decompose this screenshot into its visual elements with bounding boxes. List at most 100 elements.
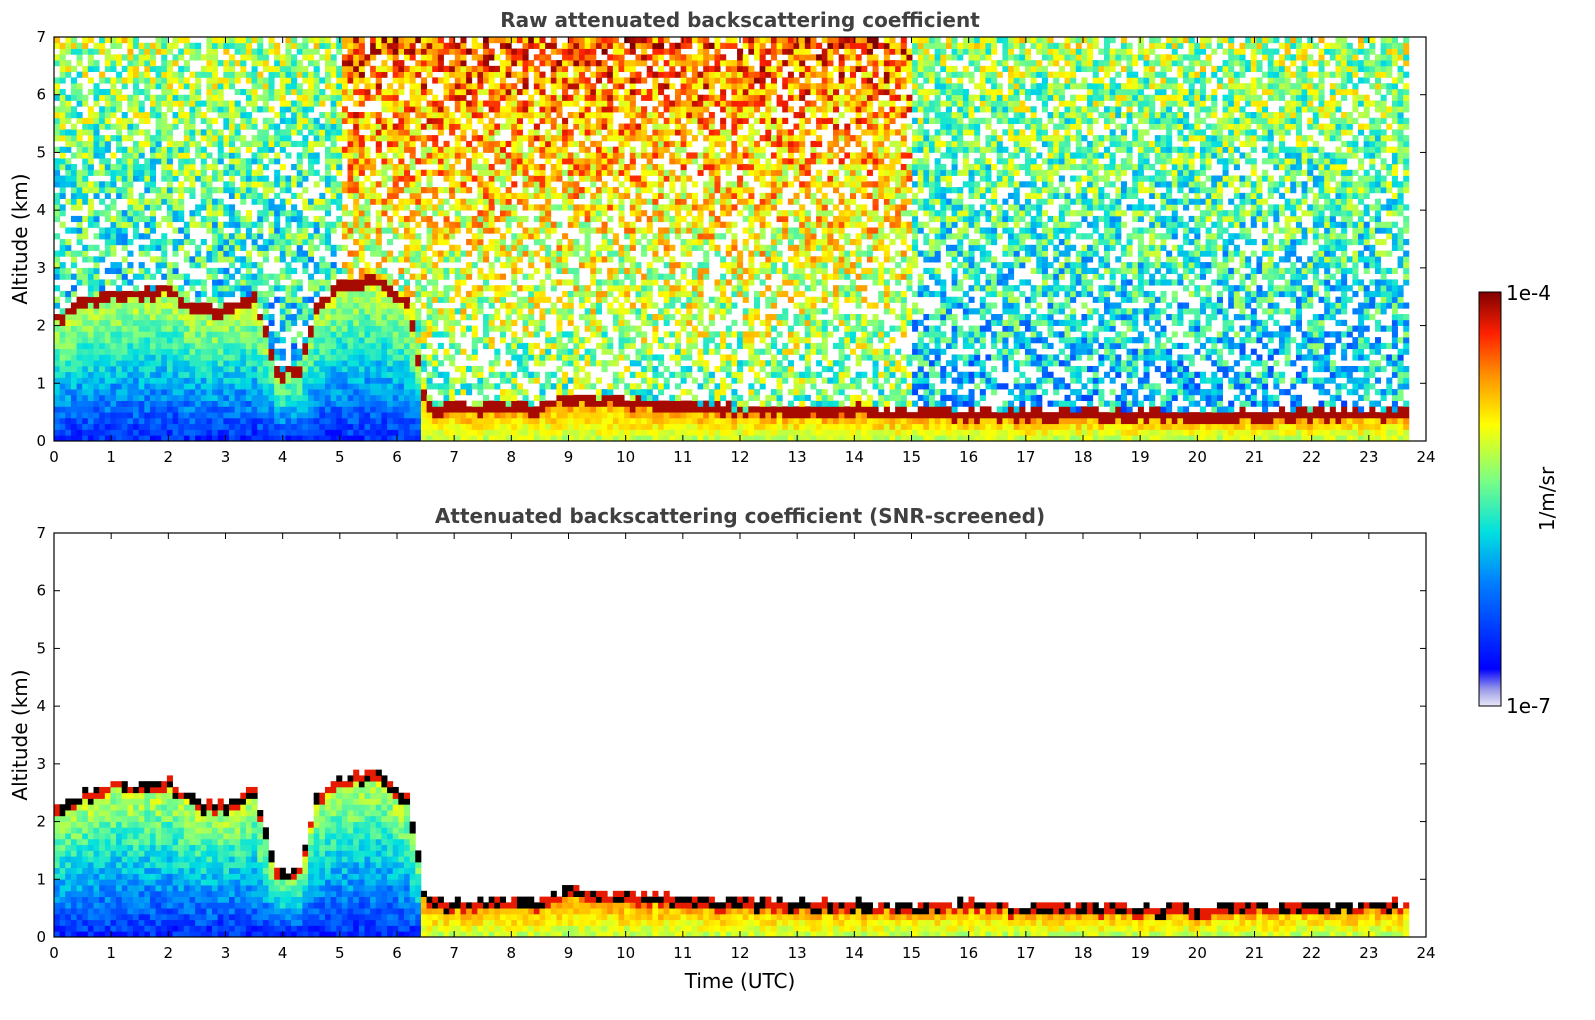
heatmap-cell [195, 412, 202, 419]
heatmap-cell [528, 348, 535, 355]
heatmap-cell [183, 42, 190, 49]
heatmap-cell [477, 65, 484, 73]
heatmap-cell [268, 302, 275, 309]
heatmap-cell [104, 239, 111, 246]
heatmap-cell [477, 221, 484, 228]
heatmap-cell [341, 435, 348, 442]
heatmap-cell [381, 100, 388, 107]
heatmap-cell [545, 244, 552, 251]
heatmap-cell [223, 371, 230, 378]
heatmap-cell [161, 100, 168, 107]
heatmap-cell [121, 163, 128, 171]
heatmap-cell [54, 158, 61, 165]
heatmap-cell [302, 54, 309, 61]
heatmap-cell [483, 221, 490, 228]
heatmap-cell [381, 296, 388, 303]
heatmap-cell [245, 365, 252, 373]
heatmap-cell [415, 250, 422, 257]
heatmap-cell [251, 152, 258, 159]
heatmap-cell [189, 302, 196, 309]
heatmap-cell [144, 54, 151, 61]
heatmap-cell [149, 389, 157, 396]
heatmap-cell [522, 192, 529, 199]
heatmap-cell [195, 204, 202, 211]
heatmap-cell [387, 423, 394, 430]
heatmap-cell [116, 331, 123, 338]
heatmap-cell [245, 394, 252, 401]
heatmap-cell [229, 377, 236, 384]
heatmap-cell [533, 169, 540, 176]
heatmap-cell [488, 83, 495, 90]
heatmap-cell [138, 215, 145, 223]
heatmap-cell [133, 285, 140, 292]
heatmap-cell [93, 267, 100, 275]
heatmap-cell [116, 412, 123, 419]
heatmap-cell [324, 279, 332, 286]
heatmap-cell [562, 117, 569, 124]
heatmap-cell [110, 383, 117, 390]
heatmap-cell [217, 267, 224, 275]
heatmap-cell [341, 348, 348, 355]
heatmap-cell [229, 354, 236, 361]
heatmap-cell [206, 60, 213, 67]
heatmap-cell [545, 273, 552, 280]
heatmap-cell [353, 169, 360, 176]
heatmap-cell [155, 360, 162, 367]
heatmap-cell [262, 423, 269, 430]
heatmap-cell [494, 400, 501, 407]
heatmap-cell [387, 302, 394, 309]
heatmap-cell [291, 71, 298, 78]
heatmap-cell [341, 371, 348, 378]
heatmap-cell [116, 400, 123, 407]
heatmap-cell [183, 163, 190, 171]
heatmap-cell [398, 314, 405, 321]
heatmap-cell [189, 100, 196, 107]
heatmap-cell [217, 135, 224, 142]
heatmap-cell [59, 187, 66, 194]
heatmap-cell [217, 400, 224, 407]
heatmap-cell [268, 146, 275, 153]
heatmap-cell [206, 94, 213, 101]
heatmap-cell [240, 308, 247, 315]
heatmap-cell [324, 181, 332, 188]
heatmap-cell [302, 429, 309, 436]
heatmap-cell [494, 406, 501, 413]
heatmap-cell [449, 250, 456, 257]
heatmap-cell [336, 71, 343, 78]
heatmap-cell [471, 83, 478, 90]
heatmap-cell [404, 100, 411, 107]
heatmap-cell [262, 210, 269, 217]
heatmap-cell [562, 100, 569, 107]
heatmap-cell [229, 181, 236, 188]
heatmap-cell [240, 429, 247, 436]
heatmap-cell [144, 88, 151, 96]
heatmap-cell [308, 325, 315, 332]
heatmap-cell [245, 256, 252, 263]
heatmap-cell [59, 337, 66, 344]
heatmap-cell [353, 262, 360, 269]
heatmap-cell [426, 146, 433, 153]
heatmap-cell [166, 319, 173, 326]
heatmap-cell [387, 158, 394, 165]
heatmap-cell [324, 146, 332, 153]
heatmap-cell [550, 48, 557, 55]
heatmap-cell [285, 227, 292, 234]
heatmap-cell [477, 239, 484, 246]
heatmap-cell [257, 198, 264, 205]
heatmap-cell [274, 417, 281, 425]
heatmap-cell [398, 152, 405, 159]
heatmap-cell [82, 412, 89, 419]
heatmap-cell [161, 117, 168, 124]
heatmap-cell [556, 112, 563, 119]
heatmap-cell [110, 106, 117, 113]
heatmap-cell [522, 37, 529, 44]
heatmap-cell [161, 429, 168, 436]
heatmap-cell [144, 204, 151, 211]
heatmap-cell [550, 262, 557, 269]
heatmap-cell [93, 314, 100, 321]
heatmap-cell [505, 394, 512, 401]
heatmap-cell [70, 342, 77, 350]
heatmap-cell [313, 204, 320, 211]
heatmap-cell [285, 377, 292, 384]
heatmap-cell [76, 429, 83, 436]
